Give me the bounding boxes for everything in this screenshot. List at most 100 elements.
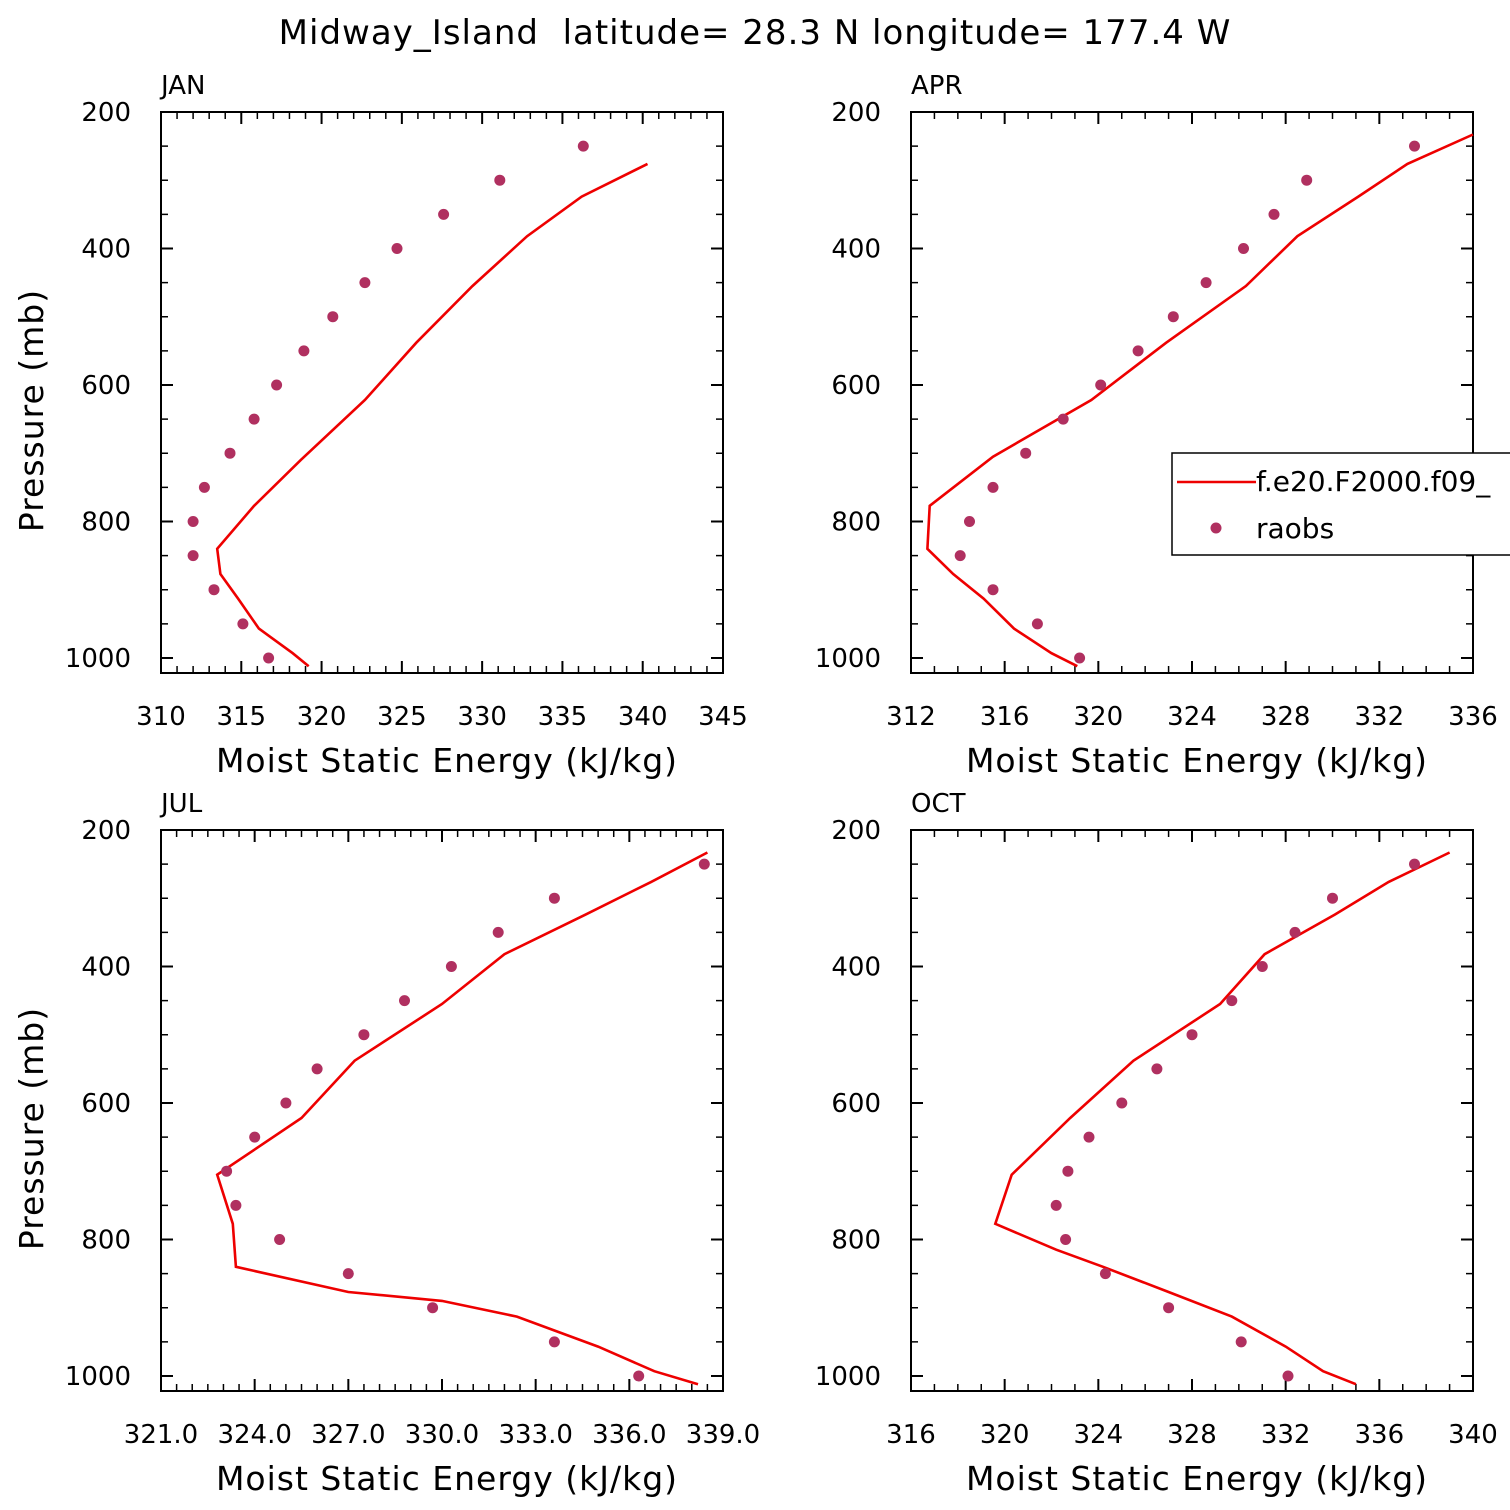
y-tick-label: 800 — [831, 507, 881, 537]
y-tick-label: 1000 — [65, 1362, 131, 1392]
x-tick-label: 345 — [698, 702, 748, 732]
obs-point — [1238, 243, 1249, 254]
y-tick-label: 800 — [831, 1225, 881, 1255]
panel-label: APR — [911, 71, 963, 101]
obs-point — [987, 481, 999, 493]
obs-point — [358, 1029, 370, 1041]
obs-point — [577, 140, 589, 152]
x-tick-label: 330.0 — [405, 1420, 479, 1450]
model-line — [926, 133, 1474, 668]
obs-point — [633, 1370, 645, 1382]
panels: 310 315 320 325 330 335 340 345 200 400 600 800 1000… — [12, 71, 1510, 1498]
obs-point — [1301, 174, 1313, 186]
obs-point — [249, 1131, 261, 1143]
obs-point — [271, 379, 283, 391]
obs-point — [1289, 926, 1301, 938]
y-tick-label: 400 — [81, 952, 131, 982]
y-tick-label: 800 — [81, 1225, 131, 1255]
obs-point — [1095, 379, 1107, 391]
obs-point — [221, 1165, 233, 1177]
obs-point — [427, 1302, 439, 1314]
obs-point — [548, 892, 560, 904]
legend-obs-marker — [1210, 522, 1222, 534]
y-tick-label: 1000 — [815, 1362, 881, 1392]
legend-obs-label: raobs — [1256, 512, 1334, 545]
panel-apr: 312 316 320 324 328 332 336 200 400 600 800 1000 APR… — [815, 71, 1510, 780]
obs-point — [1074, 652, 1086, 664]
x-tick-label: 310 — [136, 702, 186, 732]
y-tick-label: 200 — [81, 98, 131, 128]
obs-point — [1031, 618, 1043, 630]
x-tick-label: 339.0 — [686, 1420, 760, 1450]
x-axis-label: Moist Static Energy (kJ/kg) — [216, 741, 678, 780]
legend-model-label: f.e20.F2000.f09_ — [1256, 465, 1491, 498]
obs-point — [1226, 995, 1238, 1007]
x-tick-label: 324.0 — [217, 1420, 291, 1450]
legend-box — [1171, 452, 1510, 556]
obs-point — [1268, 208, 1280, 220]
obs-point — [391, 243, 403, 254]
panel-jul: 321.0 324.0 327.0 330.0 333.0 336.0 339.0 200 40… — [12, 789, 760, 1498]
obs-point — [1235, 1336, 1247, 1348]
obs-point — [1050, 1199, 1062, 1211]
x-tick-label: 335 — [538, 702, 588, 732]
x-tick-label: 330 — [457, 702, 507, 732]
obs-point — [1099, 1268, 1111, 1280]
obs-point — [698, 858, 710, 870]
obs-point — [438, 208, 450, 220]
y-axis-label: Pressure (mb) — [12, 1007, 51, 1250]
x-axis-label: Moist Static Energy (kJ/kg) — [216, 1459, 678, 1498]
obs-point — [1151, 1063, 1163, 1075]
obs-point — [1409, 140, 1420, 152]
obs-point — [298, 345, 310, 357]
obs-point — [230, 1199, 242, 1211]
obs-point — [1186, 1029, 1198, 1041]
obs-point — [954, 550, 966, 562]
obs-point — [359, 277, 371, 289]
obs-point — [1163, 1302, 1175, 1314]
obs-point — [198, 481, 210, 493]
obs-point — [548, 1336, 560, 1348]
panel-label: JUL — [159, 789, 203, 819]
x-tick-label: 328 — [1261, 702, 1311, 732]
y-tick-label: 200 — [81, 816, 131, 846]
obs-point — [1057, 413, 1069, 425]
figure-title: Midway_Island latitude= 28.3 N longitude… — [279, 13, 1232, 53]
y-tick-label: 400 — [81, 234, 131, 264]
x-tick-label: 340 — [1448, 1420, 1498, 1450]
obs-point — [327, 311, 339, 323]
obs-point — [274, 1234, 286, 1245]
panel-oct: 316 320 324 328 332 336 340 200 400 600 800 1000 OCT… — [815, 789, 1498, 1498]
plot-frame — [910, 829, 1474, 1392]
x-axis-label: Moist Static Energy (kJ/kg) — [966, 741, 1428, 780]
x-tick-label: 315 — [216, 702, 266, 732]
y-tick-label: 1000 — [65, 644, 131, 674]
obs-point — [1256, 961, 1268, 972]
x-tick-label: 312 — [886, 702, 936, 732]
obs-point — [187, 550, 199, 562]
panel-label: OCT — [911, 789, 966, 819]
panel-label: JAN — [159, 71, 205, 101]
obs-point — [342, 1268, 354, 1280]
obs-point — [1282, 1370, 1294, 1382]
y-tick-label: 600 — [81, 371, 131, 401]
y-tick-label: 600 — [81, 1089, 131, 1119]
x-tick-label: 340 — [618, 702, 668, 732]
y-tick-label: 200 — [831, 98, 881, 128]
obs-point — [1116, 1097, 1128, 1109]
x-tick-label: 336.0 — [592, 1420, 666, 1450]
obs-point — [1020, 447, 1032, 459]
panel-jan: 310 315 320 325 330 335 340 345 200 400 600 800 1000… — [12, 71, 748, 780]
model-line — [215, 851, 709, 1386]
x-tick-label: 332 — [1355, 702, 1405, 732]
obs-point — [1062, 1165, 1074, 1177]
obs-point — [237, 618, 249, 630]
obs-point — [964, 516, 975, 527]
x-tick-label: 328 — [1167, 1420, 1217, 1450]
x-tick-label: 327.0 — [311, 1420, 385, 1450]
x-tick-label: 316 — [980, 702, 1030, 732]
x-tick-label: 333.0 — [498, 1420, 572, 1450]
y-tick-label: 400 — [831, 952, 881, 982]
obs-point — [1327, 892, 1338, 904]
